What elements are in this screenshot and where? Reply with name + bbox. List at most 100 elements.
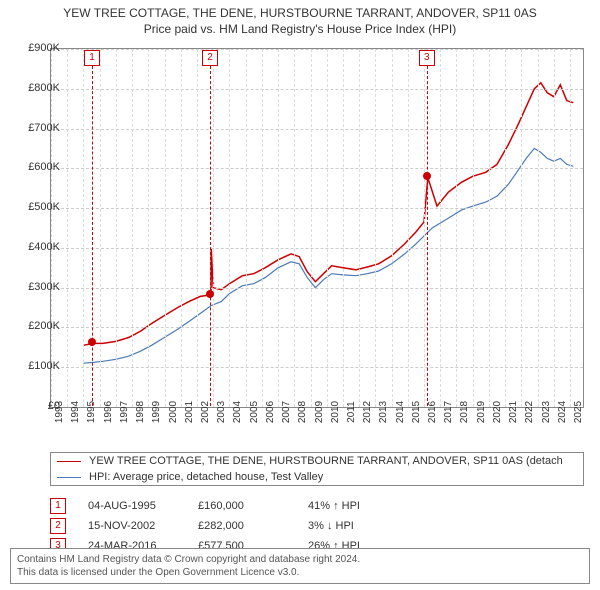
- y-axis-label: £800K: [28, 82, 60, 94]
- gridline-v: [424, 49, 425, 407]
- y-axis-label: £600K: [28, 161, 60, 173]
- x-axis-label: 1994: [70, 401, 81, 423]
- x-axis-label: 2007: [281, 401, 292, 423]
- x-axis-label: 2009: [314, 401, 325, 423]
- x-axis-label: 2018: [459, 401, 470, 423]
- x-axis-label: 2001: [184, 401, 195, 423]
- x-axis-label: 2011: [346, 401, 357, 423]
- x-axis-label: 2024: [557, 401, 568, 423]
- gridline-v: [408, 49, 409, 407]
- gridline-h: [51, 288, 583, 289]
- chart-svg: [51, 49, 583, 407]
- sale-row-pct: 41% ↑ HPI: [308, 500, 408, 512]
- legend-row-hpi: HPI: Average price, detached house, Test…: [51, 469, 583, 485]
- gridline-v: [505, 49, 506, 407]
- hpi-line: [83, 148, 573, 363]
- y-axis-label: £200K: [28, 320, 60, 332]
- gridline-h: [51, 327, 583, 328]
- gridline-v: [51, 49, 52, 407]
- y-axis-label: £700K: [28, 122, 60, 134]
- gridline-v: [392, 49, 393, 407]
- x-axis-label: 2006: [265, 401, 276, 423]
- y-axis-label: £500K: [28, 201, 60, 213]
- title-block: YEW TREE COTTAGE, THE DENE, HURSTBOURNE …: [0, 0, 600, 38]
- gridline-v: [440, 49, 441, 407]
- y-axis-label: £300K: [28, 281, 60, 293]
- title-sub: Price paid vs. HM Land Registry's House …: [4, 22, 596, 36]
- sale-marker-dot: [206, 290, 214, 298]
- x-axis-label: 2000: [168, 401, 179, 423]
- gridline-v: [83, 49, 84, 407]
- sale-row-num: 1: [50, 498, 66, 514]
- gridline-v: [278, 49, 279, 407]
- sale-marker-line: [92, 66, 93, 406]
- x-axis-label: 2015: [411, 401, 422, 423]
- gridline-v: [554, 49, 555, 407]
- sale-marker-dot: [88, 338, 96, 346]
- x-axis-label: 2014: [395, 401, 406, 423]
- gridline-v: [456, 49, 457, 407]
- x-axis-label: 2021: [508, 401, 519, 423]
- gridline-v: [473, 49, 474, 407]
- gridline-v: [521, 49, 522, 407]
- gridline-v: [489, 49, 490, 407]
- footer-attribution: Contains HM Land Registry data © Crown c…: [10, 548, 590, 584]
- gridline-v: [294, 49, 295, 407]
- footer-line2: This data is licensed under the Open Gov…: [17, 566, 583, 579]
- gridline-v: [100, 49, 101, 407]
- x-axis-label: 2005: [249, 401, 260, 423]
- sale-row-date: 15-NOV-2002: [88, 520, 198, 532]
- sale-marker-line: [210, 66, 211, 406]
- gridline-v: [181, 49, 182, 407]
- x-axis-label: 2019: [476, 401, 487, 423]
- gridline-h: [51, 129, 583, 130]
- sale-row-pct: 3% ↓ HPI: [308, 520, 408, 532]
- legend-swatch-blue: [57, 477, 81, 478]
- legend-label-hpi: HPI: Average price, detached house, Test…: [89, 471, 323, 483]
- x-axis-label: 1996: [103, 401, 114, 423]
- x-axis-label: 2010: [330, 401, 341, 423]
- legend-label-property: YEW TREE COTTAGE, THE DENE, HURSTBOURNE …: [89, 455, 563, 467]
- x-axis-label: 1998: [135, 401, 146, 423]
- sale-data-table: 104-AUG-1995£160,00041% ↑ HPI215-NOV-200…: [50, 496, 408, 556]
- gridline-v: [327, 49, 328, 407]
- x-axis-label: 2012: [362, 401, 373, 423]
- x-axis-label: 2017: [443, 401, 454, 423]
- footer-line1: Contains HM Land Registry data © Crown c…: [17, 553, 583, 566]
- gridline-v: [262, 49, 263, 407]
- x-axis-label: 2025: [573, 401, 584, 423]
- gridline-v: [165, 49, 166, 407]
- x-axis-label: 1993: [54, 401, 65, 423]
- y-axis-label: £100K: [28, 360, 60, 372]
- title-main: YEW TREE COTTAGE, THE DENE, HURSTBOURNE …: [4, 6, 596, 20]
- sale-marker-box: 2: [202, 50, 218, 66]
- gridline-h: [51, 367, 583, 368]
- x-axis-label: 2023: [541, 401, 552, 423]
- chart-container: YEW TREE COTTAGE, THE DENE, HURSTBOURNE …: [0, 0, 600, 590]
- gridline-v: [116, 49, 117, 407]
- gridline-h: [51, 208, 583, 209]
- gridline-v: [132, 49, 133, 407]
- chart-plot-area: [50, 48, 584, 408]
- gridline-h: [51, 248, 583, 249]
- gridline-v: [197, 49, 198, 407]
- gridline-v: [311, 49, 312, 407]
- legend-swatch-red: [57, 461, 81, 462]
- gridline-v: [375, 49, 376, 407]
- sale-row-price: £160,000: [198, 500, 308, 512]
- x-axis-label: 2022: [524, 401, 535, 423]
- sale-marker-box: 1: [84, 50, 100, 66]
- x-axis-label: 2003: [216, 401, 227, 423]
- sale-row-date: 04-AUG-1995: [88, 500, 198, 512]
- sale-marker-line: [427, 66, 428, 406]
- gridline-v: [67, 49, 68, 407]
- property-line: [83, 83, 573, 346]
- sale-row-price: £282,000: [198, 520, 308, 532]
- gridline-v: [538, 49, 539, 407]
- sale-marker-dot: [423, 172, 431, 180]
- legend: YEW TREE COTTAGE, THE DENE, HURSTBOURNE …: [50, 452, 584, 486]
- y-axis-label: £900K: [28, 42, 60, 54]
- x-axis-label: 2020: [492, 401, 503, 423]
- gridline-v: [213, 49, 214, 407]
- legend-row-property: YEW TREE COTTAGE, THE DENE, HURSTBOURNE …: [51, 453, 583, 469]
